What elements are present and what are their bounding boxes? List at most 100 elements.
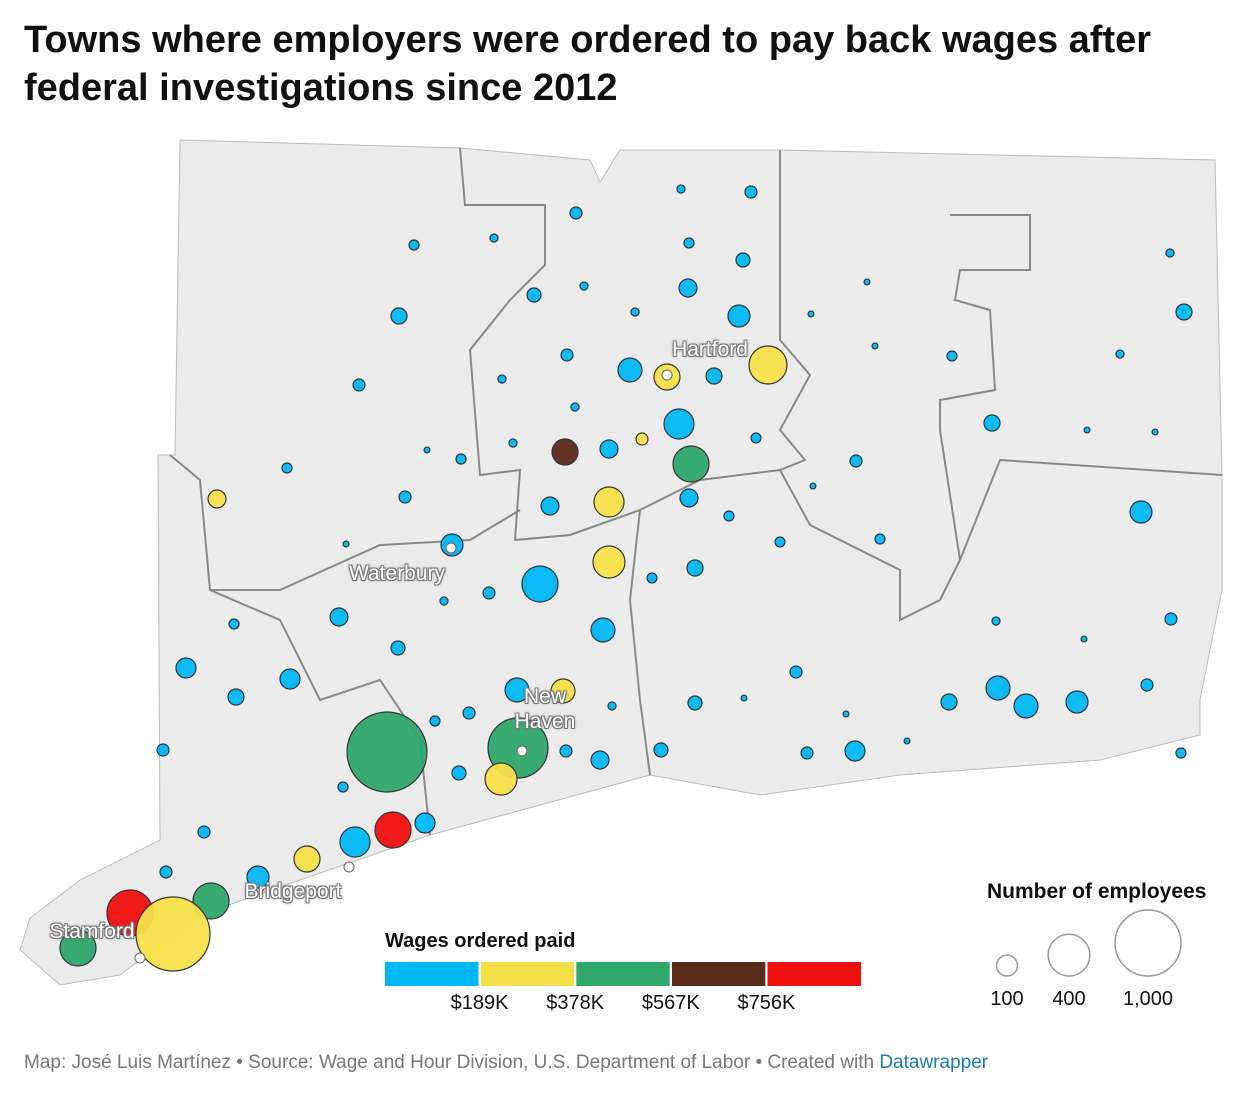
city-label: Waterbury: [348, 562, 446, 585]
bubble: [678, 278, 698, 298]
color-swatch: [767, 962, 861, 986]
bubble: [135, 896, 211, 972]
bubble: [1013, 693, 1039, 719]
bubble: [439, 596, 449, 606]
color-swatch: [576, 962, 670, 986]
bubble: [279, 668, 301, 690]
bubble: [579, 281, 589, 291]
bubble: [800, 746, 814, 760]
color-swatch: [671, 962, 766, 986]
bubble: [484, 762, 518, 796]
bubble: [672, 445, 710, 483]
footer-text: Map: José Luis Martínez • Source: Wage a…: [24, 1052, 875, 1073]
bubble: [617, 357, 643, 383]
bubble: [991, 616, 1001, 626]
bubble: [683, 237, 695, 249]
bubble: [429, 715, 441, 727]
size-legend-title: Number of employees: [987, 880, 1206, 903]
bubble: [414, 812, 436, 834]
bubble: [390, 307, 408, 325]
footer-link[interactable]: Datawrapper: [879, 1052, 989, 1073]
bubble: [774, 536, 786, 548]
bubble: [570, 402, 580, 412]
bubble: [871, 342, 879, 350]
bubble: [1164, 612, 1178, 626]
bubble: [807, 310, 815, 318]
bubble: [630, 307, 640, 317]
bubble: [550, 678, 576, 704]
bubble: [540, 496, 560, 516]
bubble: [374, 811, 412, 849]
bubble: [1175, 747, 1187, 759]
size-legend-label: 400: [1052, 988, 1085, 1010]
bubble: [559, 744, 573, 758]
color-legend: $189K $378K $567K $756K: [385, 962, 861, 1014]
size-legend: 100 400 1,000: [990, 909, 1182, 1010]
bubble: [789, 665, 803, 679]
bubble: [592, 545, 626, 579]
color-swatch: [480, 962, 575, 986]
bubble: [635, 432, 649, 446]
bubble: [246, 865, 270, 889]
bubble: [590, 617, 616, 643]
bubble: [1115, 349, 1125, 359]
city-label: New Haven: [514, 685, 576, 733]
bubble: [727, 304, 751, 328]
color-tick-label: $756K: [737, 992, 795, 1014]
bubble: [663, 408, 695, 440]
bubble: [1129, 500, 1153, 524]
bubble: [740, 694, 748, 702]
bubble: [842, 710, 850, 718]
bubble: [676, 184, 686, 194]
title: Towns where employers were ordered to pa…: [24, 19, 1152, 109]
bubble: [489, 233, 499, 243]
bubble: [849, 454, 863, 468]
color-legend-title: Wages ordered paid: [385, 930, 575, 952]
bubble: [197, 825, 211, 839]
bubble: [1140, 678, 1154, 692]
bubble: [946, 350, 958, 362]
bubble: [1151, 428, 1159, 436]
bubble: [750, 432, 762, 444]
bubble: [735, 252, 751, 268]
bubble: [983, 414, 1001, 432]
color-tick-label: $378K: [546, 992, 604, 1014]
bubble: [526, 287, 542, 303]
bubble: [508, 438, 518, 448]
bubble: [593, 486, 625, 518]
bubble: [352, 378, 366, 392]
county-lines: [169, 147, 1223, 836]
bubble: [337, 781, 349, 793]
bubble: [192, 882, 230, 920]
bubble: [569, 206, 583, 220]
bubble: [560, 348, 574, 362]
bubble: [844, 740, 866, 762]
bubble: [551, 438, 579, 466]
bubble: [686, 559, 704, 577]
footer: Map: José Luis Martínez • Source: Wage a…: [24, 1052, 988, 1074]
city-markers: [134, 369, 673, 964]
bubble: [744, 185, 758, 199]
size-legend-circle: [1047, 933, 1091, 977]
bubble: [646, 572, 658, 584]
bubble: [607, 701, 617, 711]
bubble: [329, 607, 349, 627]
color-tick-label: $189K: [451, 992, 509, 1014]
bubble: [462, 706, 476, 720]
bubble: [398, 490, 412, 504]
bubble: [653, 742, 669, 758]
bubble: [281, 462, 293, 474]
bubble: [175, 657, 197, 679]
size-legend-label: 1,000: [1123, 988, 1173, 1010]
bubble: [227, 688, 245, 706]
bubble: [1080, 635, 1088, 643]
bubble: [705, 367, 723, 385]
bubble: [408, 239, 420, 251]
size-legend-circle: [1114, 909, 1182, 977]
bubble: [342, 540, 350, 548]
bubble: [903, 737, 911, 745]
bubble: [723, 510, 735, 522]
bubble: [1175, 303, 1193, 321]
